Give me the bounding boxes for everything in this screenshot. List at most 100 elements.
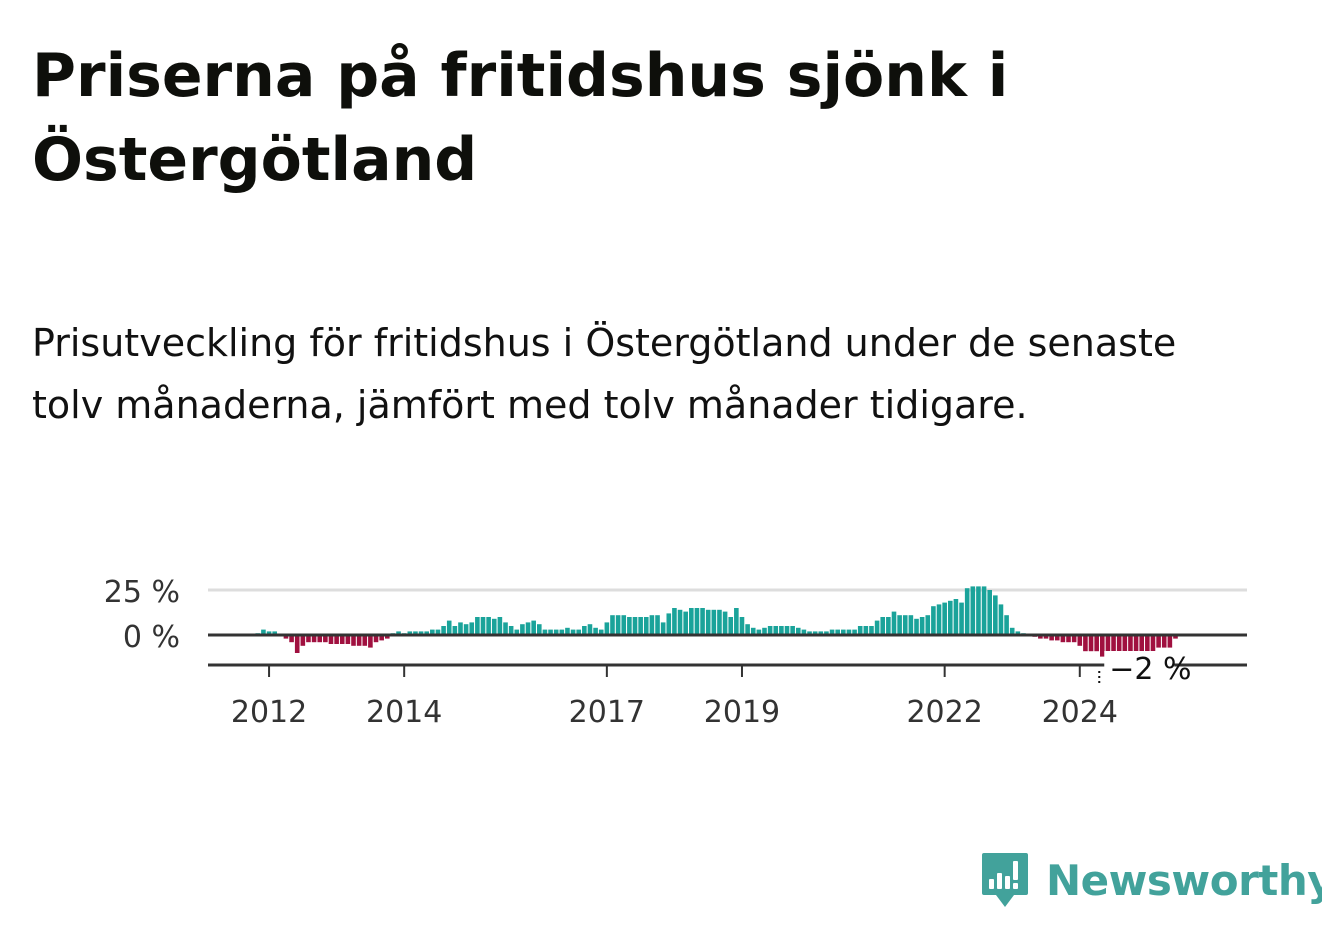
bar <box>520 624 525 635</box>
bar <box>1139 635 1145 659</box>
newsworthy-logo-icon <box>982 853 1028 907</box>
bar <box>666 613 672 635</box>
bar <box>835 629 840 635</box>
bar <box>553 629 559 635</box>
bar <box>542 629 548 635</box>
bar <box>458 622 463 635</box>
bar <box>610 615 615 635</box>
bar <box>1133 635 1139 661</box>
bar <box>750 627 756 635</box>
bar <box>491 618 497 635</box>
bar <box>587 624 593 635</box>
bar <box>886 617 891 635</box>
bar <box>964 588 970 635</box>
bar <box>902 615 908 635</box>
bar <box>576 629 582 635</box>
bar <box>1088 635 1094 652</box>
annotation-label: −2 % <box>1109 652 1191 687</box>
bar <box>430 629 435 635</box>
bar <box>1054 635 1060 641</box>
bar <box>801 629 807 635</box>
bar <box>717 609 722 635</box>
bar <box>756 629 762 635</box>
bar <box>852 629 857 635</box>
x-tick-label: 2024 <box>1042 695 1118 730</box>
bar <box>435 629 441 635</box>
bar <box>953 599 959 635</box>
bar <box>863 626 869 635</box>
bar <box>1083 635 1088 652</box>
bar <box>508 626 514 635</box>
x-tick-label: 2017 <box>569 695 645 730</box>
bar <box>379 635 384 641</box>
bar <box>880 617 886 635</box>
bar <box>812 631 818 635</box>
bar <box>306 635 311 643</box>
bar <box>1077 635 1083 646</box>
x-tick-label: 2019 <box>704 695 780 730</box>
bar <box>1049 635 1054 641</box>
bar <box>711 609 717 635</box>
bar <box>413 631 418 635</box>
bar <box>824 631 829 635</box>
bar <box>446 620 452 635</box>
bar <box>914 618 919 635</box>
bar <box>779 626 784 635</box>
bar <box>266 631 272 635</box>
bar <box>514 629 520 635</box>
bar <box>1156 635 1161 648</box>
bar <box>283 635 289 639</box>
bar <box>570 629 576 635</box>
bar <box>829 629 835 635</box>
bar <box>722 611 728 635</box>
bar <box>345 635 351 644</box>
bar <box>931 606 936 635</box>
bar <box>621 615 627 635</box>
bar <box>261 629 266 635</box>
bar <box>638 617 643 635</box>
bar <box>289 635 294 643</box>
bar <box>643 617 649 635</box>
bar <box>700 608 705 635</box>
bar <box>1060 635 1066 643</box>
bar <box>525 622 531 635</box>
bar <box>1066 635 1071 643</box>
chart-title: Priserna på fritidshus sjönk i Östergötl… <box>32 41 1009 195</box>
bar <box>908 615 914 635</box>
bar <box>891 611 897 635</box>
bar <box>627 617 632 635</box>
bar <box>632 617 638 635</box>
bar <box>362 635 368 646</box>
bar <box>1100 635 1105 657</box>
bar <box>869 626 874 635</box>
bar <box>1150 635 1156 652</box>
bar <box>593 627 598 635</box>
bar <box>874 620 880 635</box>
bar <box>919 617 925 635</box>
bar <box>1094 635 1099 652</box>
bar <box>452 626 458 635</box>
bar <box>1009 627 1015 635</box>
bar <box>998 604 1004 635</box>
bar <box>469 622 475 635</box>
bar <box>925 615 931 635</box>
x-tick-label: 2012 <box>231 695 307 730</box>
bar <box>981 586 987 635</box>
bar <box>615 615 621 635</box>
bar <box>677 609 683 635</box>
bar <box>537 624 542 635</box>
bar <box>970 586 976 635</box>
bar <box>993 595 998 635</box>
bar <box>660 622 666 635</box>
x-tick-label: 2014 <box>366 695 442 730</box>
bar <box>396 631 401 635</box>
newsworthy-logo: Newsworthy <box>980 850 1322 910</box>
bar <box>339 635 345 644</box>
bar <box>1173 635 1178 639</box>
bar <box>480 617 486 635</box>
bar <box>857 626 863 635</box>
bar <box>373 635 379 643</box>
y-tick-label: 0 % <box>123 620 180 655</box>
bar <box>1167 635 1173 648</box>
bar-chart: 25 % 0 % 2012 2014 2017 2019 2022 2024 −2 % <box>104 575 1247 730</box>
